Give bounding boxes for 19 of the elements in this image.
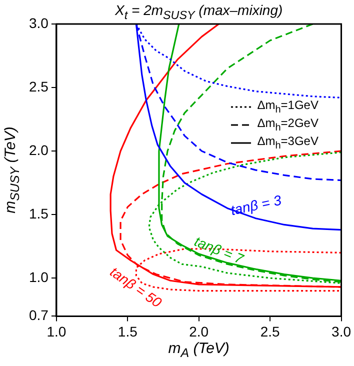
- annotation: Δm$_{h}$=3GeV: [257, 134, 318, 152]
- x-tick-label: 2.5: [260, 323, 280, 340]
- annotation: tanβ = 7: [192, 233, 246, 268]
- annotation: Δm$_{h}$=2GeV: [257, 116, 318, 134]
- y-tick-label: 2.5: [28, 78, 49, 94]
- y-tick-label: 3.0: [28, 14, 49, 31]
- y-tick-label: 1.5: [28, 205, 49, 222]
- x-tick-label: 3.0: [332, 323, 352, 340]
- x-tick-label: 2.0: [189, 323, 209, 340]
- annotation: tanβ = 50: [108, 263, 166, 310]
- x-tick-label: 1.0: [46, 323, 66, 340]
- x-tick-label: 1.5: [118, 323, 138, 340]
- y-tick-label: 2.0: [28, 142, 49, 158]
- y-tick-label: 0.7: [28, 307, 49, 324]
- chart-title: X$_{t}$ = 2m$_{SUSY}$ (max–mixing): [114, 2, 284, 22]
- annotation: Δm$_{h}$=1GeV: [257, 98, 318, 116]
- x-axis-title: m$_{A}$ (TeV): [167, 340, 230, 360]
- y-tick-label: 1.0: [28, 268, 49, 285]
- annotation: tanβ = 3: [229, 192, 283, 219]
